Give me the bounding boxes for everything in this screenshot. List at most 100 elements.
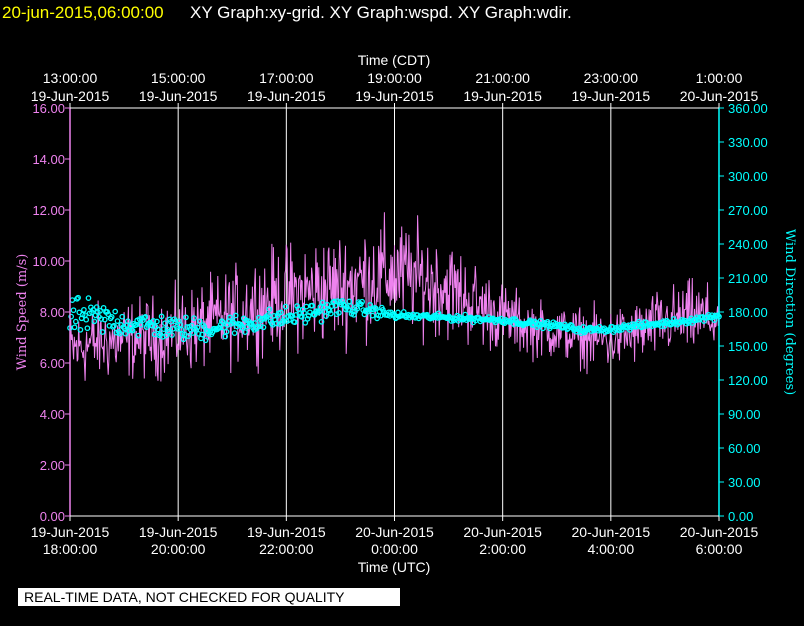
wind-direction-point	[257, 323, 263, 330]
wind-direction-point	[116, 330, 123, 337]
wind-direction-point	[373, 305, 379, 312]
wind-direction-point	[294, 303, 300, 309]
wind-direction-point	[273, 320, 280, 327]
wind-direction-point	[84, 325, 91, 332]
wind-direction-point	[336, 310, 342, 316]
top-tick-time: 1:00:00	[696, 70, 743, 86]
wind-direction-point	[91, 318, 98, 325]
right-tick-label: 330.00	[728, 135, 768, 150]
wind-direction-point	[161, 326, 167, 332]
wind-direction-point	[201, 324, 208, 330]
wind-direction-point	[286, 317, 292, 323]
wind-direction-point	[302, 319, 309, 326]
wind-direction-point	[369, 312, 376, 319]
bottom-tick-date: 20-Jun-2015	[680, 524, 759, 540]
wind-direction-point	[101, 316, 108, 323]
wind-direction-point	[603, 327, 610, 334]
wind-direction-point	[194, 324, 201, 331]
wind-direction-point	[74, 295, 80, 302]
wind-direction-point	[135, 332, 142, 339]
bottom-tick-time: 2:00:00	[479, 541, 526, 557]
wind-direction-point	[220, 319, 226, 326]
wind-direction-point	[100, 304, 107, 311]
wind-direction-point	[119, 313, 126, 320]
wind-direction-point	[202, 337, 209, 344]
right-tick-label: 240.00	[728, 237, 768, 252]
wind-direction-point	[97, 308, 103, 314]
wind-direction-point	[301, 309, 307, 316]
wind-direction-point	[99, 329, 106, 335]
wind-direction-point	[72, 318, 79, 325]
wind-direction-point	[318, 318, 325, 325]
wind-direction-point	[158, 313, 165, 320]
wind-speed-line	[69, 212, 720, 382]
wind-direction-point	[282, 303, 289, 310]
left-tick-label: 16.00	[32, 101, 65, 116]
wind-direction-point	[189, 330, 196, 336]
left-tick-label: 14.00	[32, 152, 65, 167]
wind-direction-point	[242, 329, 248, 335]
bottom-tick-date: 19-Jun-2015	[139, 524, 218, 540]
wind-direction-point	[112, 308, 119, 315]
wind-direction-point	[291, 319, 298, 326]
wind-direction-point	[71, 324, 78, 331]
wind-direction-point	[114, 318, 121, 324]
wind-direction-point	[374, 315, 380, 322]
wind-direction-point	[188, 322, 195, 329]
bottom-tick-time: 4:00:00	[587, 541, 634, 557]
quality-notice: REAL-TIME DATA, NOT CHECKED FOR QUALITY	[18, 588, 400, 606]
left-tick-label: 0.00	[40, 509, 65, 524]
right-tick-label: 120.00	[728, 373, 768, 388]
bottom-axis-title: Time (UTC)	[358, 559, 431, 575]
top-tick-time: 23:00:00	[584, 70, 639, 86]
wind-direction-point	[254, 323, 261, 330]
bottom-tick-time: 20:00:00	[151, 541, 206, 557]
wind-speed-series	[69, 212, 720, 382]
header-timestamp: 20-jun-2015,06:00:00	[2, 3, 164, 22]
right-tick-label: 360.00	[728, 101, 768, 116]
wind-direction-point	[129, 327, 136, 334]
wind-direction-point	[155, 326, 161, 333]
wind-direction-point	[232, 312, 239, 319]
wind-direction-point	[108, 314, 115, 320]
wind-direction-point	[222, 333, 229, 340]
bottom-tick-date: 20-Jun-2015	[355, 524, 434, 540]
wind-direction-point	[323, 313, 329, 319]
right-tick-label: 30.00	[728, 475, 761, 490]
bottom-tick-date: 19-Jun-2015	[31, 524, 110, 540]
tick-labels: 19-Jun-201518:00:0019-Jun-201520:00:0019…	[31, 70, 768, 557]
wind-direction-point	[75, 294, 81, 301]
wind-direction-point	[354, 305, 361, 312]
wind-direction-point	[165, 328, 172, 335]
left-tick-label: 10.00	[32, 254, 65, 269]
top-tick-date: 19-Jun-2015	[31, 88, 110, 104]
wind-direction-point	[195, 330, 202, 337]
wind-direction-point	[122, 330, 129, 337]
right-tick-label: 300.00	[728, 169, 768, 184]
wind-direction-point	[218, 318, 225, 324]
left-axis-title: Wind Speed (m/s)	[15, 254, 30, 371]
wind-direction-point	[180, 336, 187, 343]
wind-direction-point	[319, 299, 326, 306]
bottom-tick-time: 6:00:00	[696, 541, 743, 557]
wind-direction-point	[196, 318, 203, 325]
wind-direction-point	[317, 304, 324, 310]
wind-direction-point	[298, 314, 305, 320]
top-tick-date: 20-Jun-2015	[680, 88, 759, 104]
left-tick-label: 12.00	[32, 203, 65, 218]
wind-direction-point	[191, 315, 197, 321]
top-tick-time: 15:00:00	[151, 70, 206, 86]
wind-direction-point	[172, 318, 179, 325]
wind-direction-point	[304, 315, 311, 322]
right-tick-label: 60.00	[728, 441, 761, 456]
top-tick-date: 19-Jun-2015	[572, 88, 651, 104]
wind-direction-point	[163, 332, 170, 339]
wind-direction-point	[661, 323, 668, 329]
bottom-tick-date: 20-Jun-2015	[572, 524, 651, 540]
bottom-tick-time: 0:00:00	[371, 541, 418, 557]
wind-direction-point	[326, 307, 333, 314]
wind-direction-point	[448, 318, 455, 324]
wind-direction-point	[183, 314, 189, 321]
wind-direction-point	[68, 313, 75, 320]
